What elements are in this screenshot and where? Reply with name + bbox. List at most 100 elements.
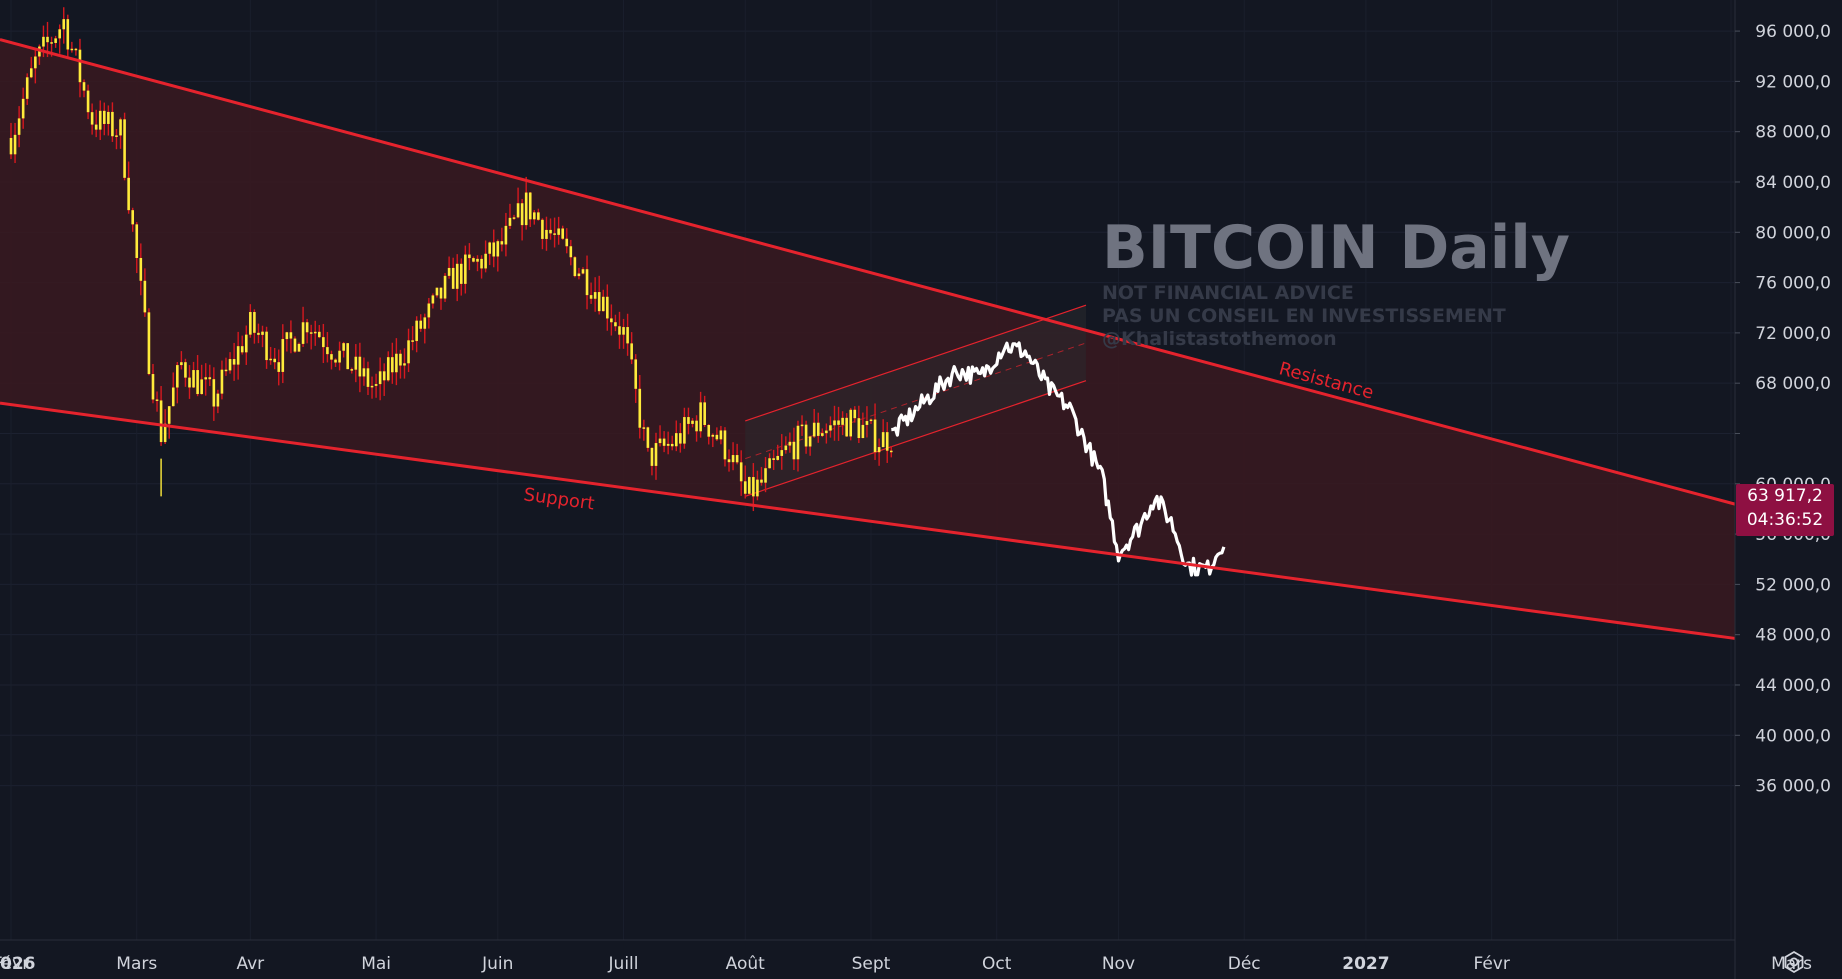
candle-body (382, 371, 386, 381)
trendlines (0, 38, 1736, 640)
candle-body (423, 317, 427, 329)
candle-body (496, 241, 500, 257)
candle-body (176, 365, 179, 388)
candle-body (808, 436, 812, 447)
candle-body (545, 229, 548, 239)
candle-body (634, 359, 638, 389)
candle-body (415, 320, 418, 342)
candle-body (326, 347, 329, 355)
candle-body (50, 42, 53, 44)
candle-body (845, 417, 848, 437)
candle-body (715, 434, 719, 440)
candle-body (244, 334, 248, 353)
y-tick-label: 52 000,0 (1755, 575, 1831, 595)
candle-body (565, 238, 569, 247)
settings-icon[interactable] (1782, 950, 1806, 974)
candle-body (273, 358, 276, 363)
candle-body (212, 379, 216, 407)
candle-body (346, 343, 349, 370)
wedge-fill (0, 39, 1735, 639)
candle-body (601, 296, 605, 312)
candle-body (772, 458, 775, 460)
x-tick-label: Févr (1473, 954, 1509, 974)
candle-body (42, 36, 45, 47)
candle-body (13, 134, 17, 155)
x-tick-label: Sept (852, 954, 891, 974)
y-tick-label: 72 000,0 (1755, 324, 1831, 344)
candle-body (54, 38, 57, 43)
candle-body (281, 339, 285, 372)
candle-body (788, 441, 792, 446)
candle-body (464, 254, 467, 284)
candle-body (358, 356, 362, 377)
candle-body (614, 322, 617, 327)
candle-body (427, 303, 431, 318)
candle-body (756, 479, 759, 497)
y-tick-label: 96 000,0 (1755, 22, 1831, 42)
candle-body (25, 77, 29, 99)
candle-body (768, 458, 771, 469)
candle-body (833, 420, 836, 426)
candle-body (703, 402, 706, 426)
candle-body (374, 384, 378, 386)
candle-body (204, 377, 208, 380)
candle-body (812, 422, 816, 437)
candle-body (666, 443, 670, 446)
candle-body (687, 417, 690, 424)
candle-body (240, 346, 244, 353)
candle-body (119, 119, 122, 136)
last-price-label: 63 917,2 04:36:52 (1736, 484, 1834, 536)
candle-body (804, 424, 808, 447)
candle-body (472, 258, 475, 262)
candle-body (277, 362, 281, 372)
candle-body (752, 477, 755, 497)
candle-body (261, 331, 264, 335)
candle-body (403, 363, 406, 366)
candle-body (399, 353, 402, 366)
candle-body (796, 425, 800, 460)
candle-body (155, 399, 159, 401)
candle-body (739, 462, 743, 482)
candle-body (784, 445, 788, 451)
candle-body (220, 369, 224, 394)
candle-body (670, 443, 674, 447)
candle-body (188, 377, 191, 388)
candle-body (370, 385, 374, 388)
candle-body (293, 338, 297, 352)
candle-body (9, 137, 13, 155)
candle-body (723, 430, 727, 460)
candle-body (573, 257, 577, 277)
candle-body (338, 350, 341, 363)
candle-body (719, 430, 723, 440)
candle-body (301, 322, 305, 344)
candle-body (650, 447, 654, 466)
candle-body (143, 280, 147, 313)
candle-body (70, 48, 74, 51)
candle-body (163, 423, 167, 443)
candle-body (107, 111, 110, 124)
candle-body (610, 318, 613, 323)
candle-body (289, 332, 293, 339)
candle-body (825, 430, 828, 434)
candle-body (151, 374, 155, 400)
candle-body (305, 322, 309, 333)
x-tick-label: Août (726, 954, 766, 974)
candle-body (593, 292, 597, 299)
candle-body (484, 253, 487, 269)
candle-body (111, 111, 114, 137)
candle-body (78, 49, 82, 83)
candle-body (435, 287, 439, 296)
candle-body (232, 359, 236, 365)
candle-body (821, 433, 824, 436)
candle-body (508, 217, 512, 226)
candle-body (253, 312, 256, 333)
candle-body (691, 420, 694, 424)
candle-body (727, 459, 731, 463)
price-channel (745, 304, 1087, 497)
candle-body (34, 56, 37, 69)
candle-body (354, 356, 358, 370)
channel-lower-line (745, 380, 1087, 497)
candle-body (451, 267, 455, 289)
projection-path (891, 341, 1226, 577)
